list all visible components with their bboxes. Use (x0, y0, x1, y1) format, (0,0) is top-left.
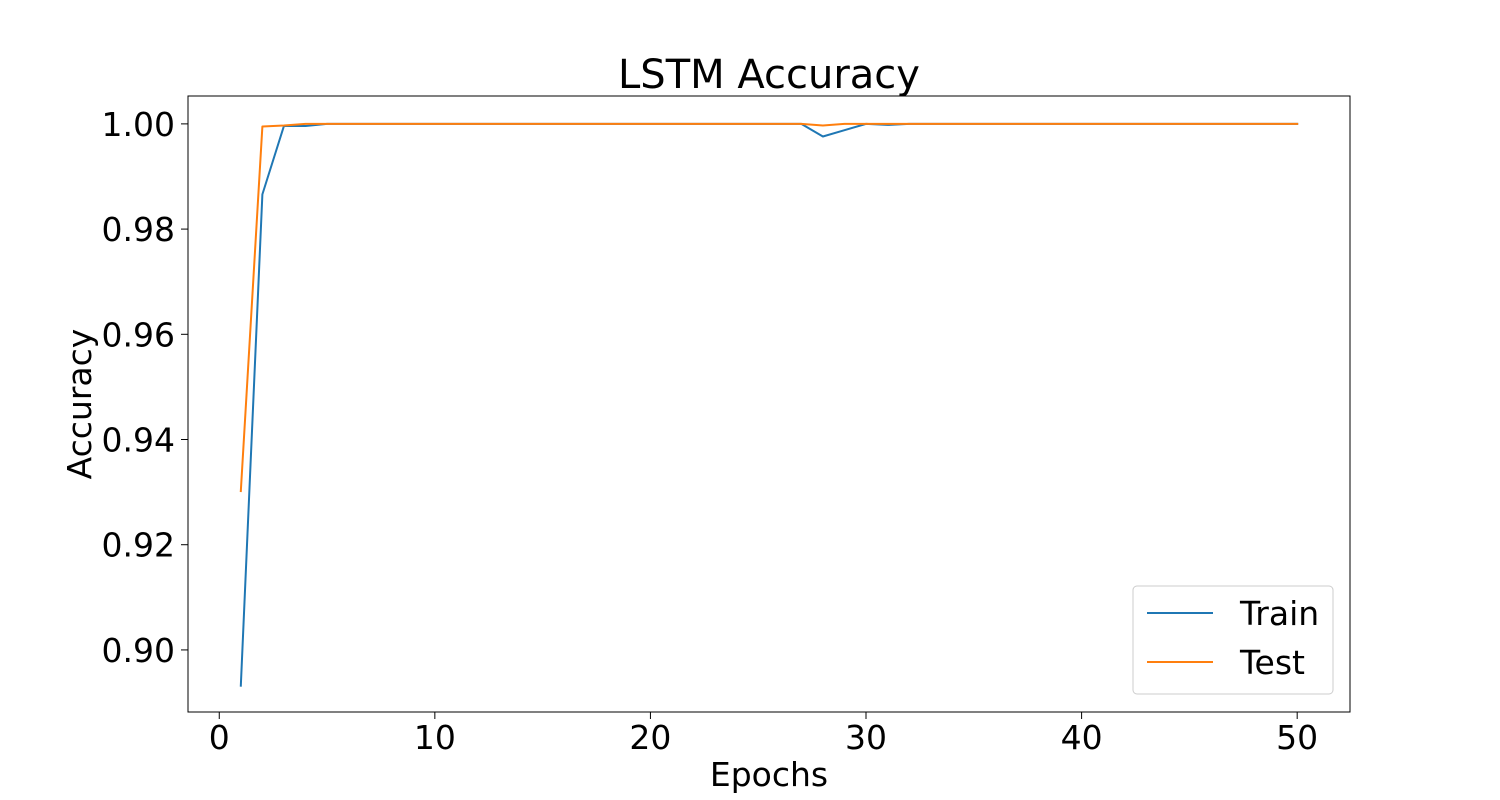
x-tick-label: 10 (414, 718, 456, 757)
chart-title: LSTM Accuracy (618, 52, 920, 98)
legend-label-test: Test (1239, 643, 1305, 682)
x-tick-label: 20 (629, 718, 671, 757)
y-tick-label: 0.98 (102, 210, 175, 249)
x-tick-label: 50 (1276, 718, 1318, 757)
series-line-test (239, 122, 1299, 493)
x-tick-label: 30 (845, 718, 887, 757)
y-tick-label: 1.00 (102, 105, 175, 144)
x-tick-label: 0 (209, 718, 230, 757)
x-tick-label: 40 (1061, 718, 1103, 757)
y-tick-label: 0.94 (102, 421, 175, 460)
y-axis: 0.90 0.92 0.94 0.96 0.98 1.00 (102, 105, 188, 670)
y-axis-label: Accuracy (60, 329, 99, 480)
legend: Train Test (1132, 585, 1334, 695)
x-axis-label: Epochs (710, 755, 828, 794)
y-tick-label: 0.90 (102, 631, 175, 670)
legend-label-train: Train (1239, 594, 1319, 633)
plot-frame (187, 95, 1351, 713)
x-axis: 0 10 20 30 40 50 (209, 712, 1318, 757)
series-layer (239, 122, 1299, 687)
y-tick-label: 0.96 (102, 315, 175, 354)
y-tick-label: 0.92 (102, 526, 175, 565)
